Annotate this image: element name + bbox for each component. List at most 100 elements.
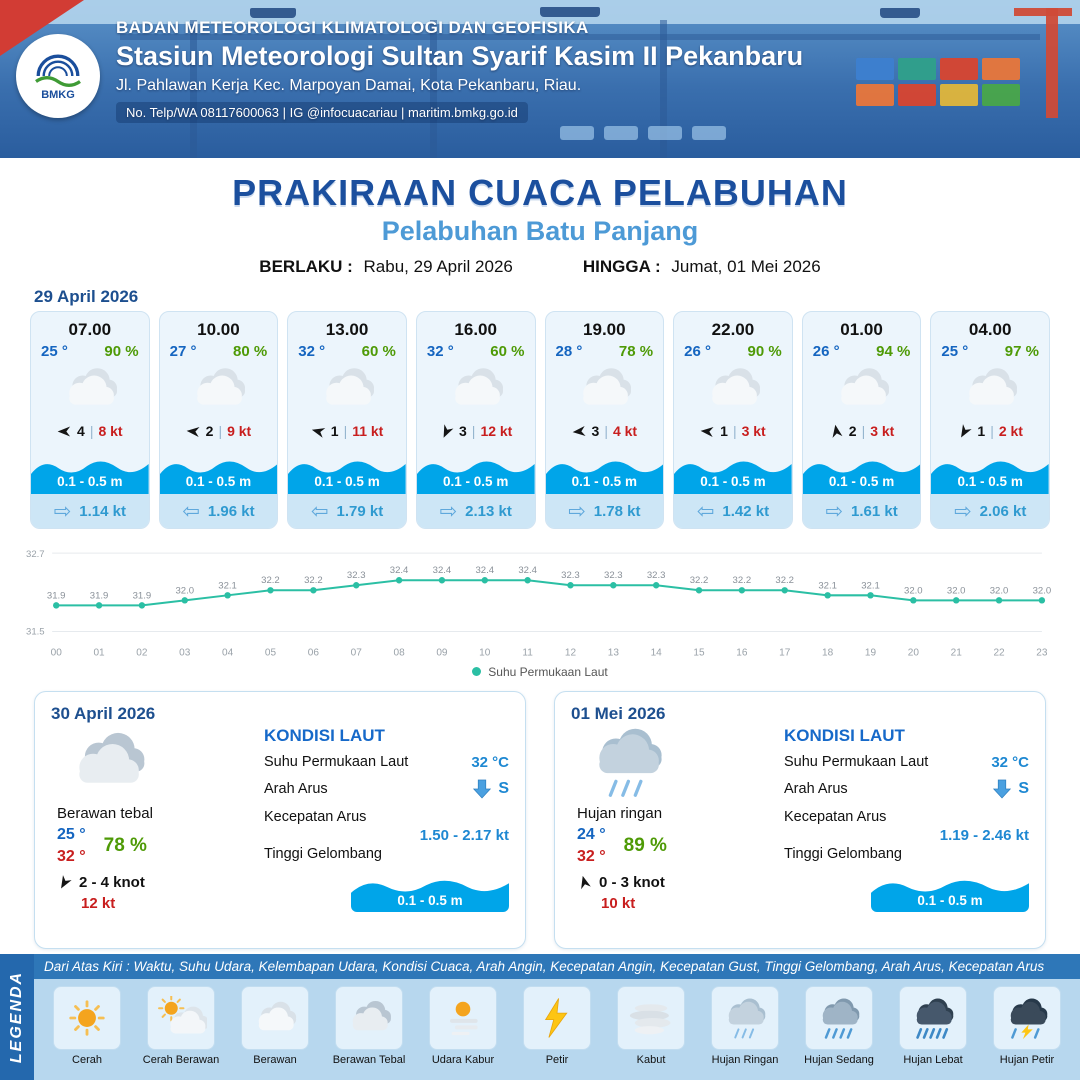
svg-text:32.3: 32.3 <box>647 570 666 581</box>
current-direction-icon: ⇦ <box>310 499 329 523</box>
svg-text:32.7: 32.7 <box>26 549 45 560</box>
legend-dot-icon <box>472 667 482 677</box>
org-name: BADAN METEOROLOGI KLIMATOLOGI DAN GEOFIS… <box>116 18 589 37</box>
separator: | <box>471 423 476 439</box>
forecast-time: 01.00 <box>840 320 883 339</box>
svg-text:04: 04 <box>222 648 234 658</box>
forecast-card: 10.00 27 ° 80 % 2 | 9 kt <box>158 311 279 529</box>
wave-icon <box>802 461 921 494</box>
wind-gust: 9 kt <box>227 423 252 439</box>
legend-item: Berawan <box>230 986 320 1066</box>
forecast-time: 19.00 <box>583 320 626 339</box>
weather-icon <box>160 360 278 418</box>
wave-icon <box>416 461 535 494</box>
forecast-time: 10.00 <box>197 320 240 339</box>
air-temperature: 28 ° <box>555 343 583 360</box>
summary-cards: 30 April 2026 Berawan tebal 25 ° 32 ° 78… <box>34 690 1046 949</box>
humidity: 90 % <box>747 343 782 360</box>
svg-text:13: 13 <box>608 648 620 658</box>
berlaku-value: Rabu, 29 April 2026 <box>363 257 513 276</box>
weather-icon <box>546 360 664 418</box>
separator: | <box>218 423 223 439</box>
current-direction-icon: ⇦ <box>182 499 200 523</box>
wave-icon <box>545 461 664 494</box>
svg-text:11: 11 <box>522 648 533 658</box>
legend-sidebar: LEGENDA <box>0 954 34 1080</box>
current-speed: 1.42 kt <box>722 502 770 520</box>
svg-text:32.2: 32.2 <box>733 575 752 586</box>
separator: | <box>732 423 737 439</box>
temp-min: 24 ° <box>577 825 606 843</box>
air-temperature: 25 ° <box>941 343 969 360</box>
legend-item-label: Hujan Lebat <box>903 1054 963 1066</box>
station-contact: No. Telp/WA 08117600063 | IG @infocuacar… <box>116 102 528 123</box>
weather-icon <box>288 360 406 418</box>
current-speed-label: Kecepatan Arus <box>264 808 367 825</box>
wave-icon <box>931 461 1049 494</box>
hingga: HINGGA : Jumat, 01 Mei 2026 <box>583 257 821 277</box>
forecast-card: 16.00 32 ° 60 % 3 | 12 kt <box>415 311 536 529</box>
sst-line-chart: 32.7 31.5 31.9 00 31.9 01 31.9 02 32.0 03 32.1 04 32… <box>26 549 1051 659</box>
separator: | <box>861 423 866 439</box>
berlaku: BERLAKU : Rabu, 29 April 2026 <box>259 257 513 277</box>
humidity: 80 % <box>233 343 268 360</box>
legend-item: Cerah <box>42 986 132 1066</box>
wave-height-band: 0.1 - 0.5 m <box>416 446 535 494</box>
wind-gust: 12 kt <box>480 423 513 439</box>
svg-text:17: 17 <box>779 648 791 658</box>
humidity: 90 % <box>104 343 139 360</box>
hingga-value: Jumat, 01 Mei 2026 <box>671 257 821 276</box>
forecast-time: 22.00 <box>711 320 755 339</box>
weather-icon <box>993 986 1061 1050</box>
legend-item-label: Hujan Ringan <box>711 1054 779 1066</box>
weather-icon <box>803 360 921 418</box>
air-temperature: 32 ° <box>298 343 326 360</box>
svg-text:32.0: 32.0 <box>904 585 923 596</box>
wind-row: 0 - 3 knot <box>577 874 665 891</box>
weather-icon <box>931 360 1049 418</box>
legend-item-label: Udara Kabur <box>431 1054 495 1066</box>
wind-direction-arrow-icon <box>581 875 591 889</box>
down-arrow-icon <box>473 779 492 799</box>
summary-card: 30 April 2026 Berawan tebal 25 ° 32 ° 78… <box>34 690 526 949</box>
humidity: 78 % <box>103 834 147 856</box>
chart-legend-label: Suhu Permukaan Laut <box>488 664 608 679</box>
wind-gust: 3 kt <box>741 423 766 439</box>
wind-gust: 8 kt <box>98 423 123 439</box>
wave-height: 0.1 - 0.5 m <box>828 474 895 489</box>
wind-direction-arrow-icon <box>572 425 586 436</box>
wave-height-label: Tinggi Gelombang <box>784 845 902 862</box>
header: BMKG BADAN METEOROLOGI KLIMATOLOGI DAN G… <box>0 0 1080 158</box>
page-subtitle: Pelabuhan Batu Panjang <box>381 216 699 246</box>
weather-icon <box>711 986 779 1050</box>
temp-min: 25 ° <box>57 825 86 843</box>
current-speed-value: 1.19 - 2.46 kt <box>939 826 1029 844</box>
summary-date: 30 April 2026 <box>51 703 156 723</box>
temp-max: 32 ° <box>57 847 86 865</box>
wave-height: 0.1 - 0.5 m <box>700 474 766 489</box>
wind-gust: 12 kt <box>81 894 116 912</box>
svg-text:31.9: 31.9 <box>90 590 109 601</box>
svg-text:32.4: 32.4 <box>475 565 494 576</box>
air-temperature: 26 ° <box>812 343 840 360</box>
wind-speed: 1 <box>720 423 728 439</box>
summary-date: 01 Mei 2026 <box>571 703 666 723</box>
sst-chart: 32.7 31.5 31.9 00 31.9 01 31.9 02 32.0 03 32.1 04 32… <box>26 541 1054 663</box>
air-temperature: 26 ° <box>684 343 711 360</box>
svg-text:05: 05 <box>265 648 277 658</box>
legend-title: LEGENDA <box>8 970 26 1064</box>
svg-text:19: 19 <box>865 648 877 658</box>
wave-height: 0.1 - 0.5 m <box>185 474 252 489</box>
wind-direction-arrow-icon <box>832 424 843 438</box>
current-direction-value: S <box>1018 779 1029 797</box>
current-speed: 1.61 kt <box>851 502 898 520</box>
wind-speed: 2 <box>205 423 214 439</box>
air-temperature: 32 ° <box>426 343 454 360</box>
weather-icon <box>805 986 873 1050</box>
sst-chart-wrap: 32.7 31.5 31.9 00 31.9 01 31.9 02 32.0 03 32.1 04 32… <box>26 541 1054 679</box>
wind-range: 2 - 4 knot <box>79 873 145 891</box>
svg-text:32.1: 32.1 <box>218 580 237 591</box>
svg-text:32.3: 32.3 <box>347 570 366 581</box>
current-speed: 1.78 kt <box>593 502 641 520</box>
svg-text:06: 06 <box>308 648 320 658</box>
